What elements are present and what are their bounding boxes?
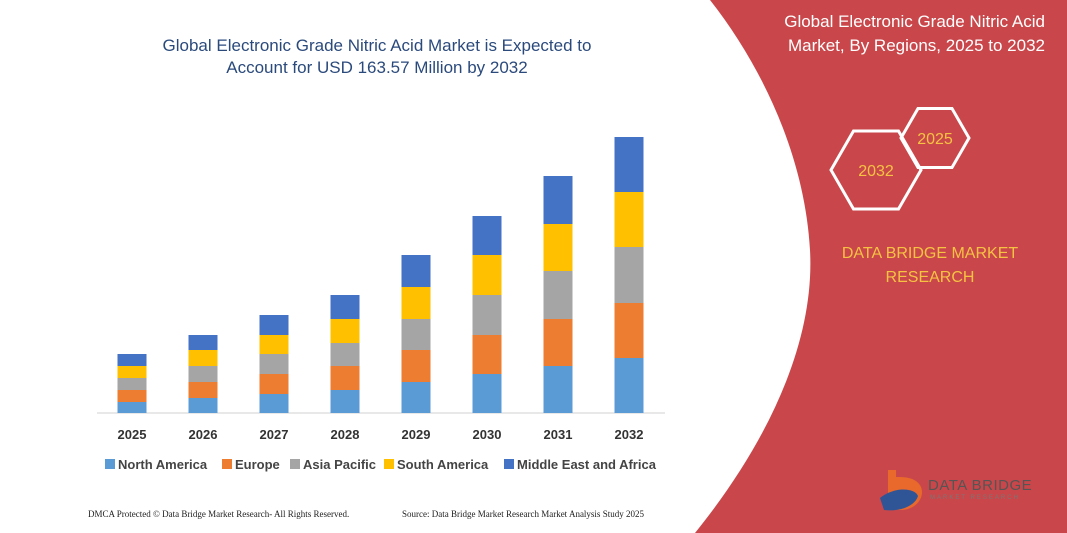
side-panel — [695, 0, 1067, 533]
bar-segment — [472, 374, 502, 413]
bar-segment — [188, 398, 218, 413]
bar-segment — [543, 366, 573, 413]
x-tick-label: 2031 — [544, 427, 573, 442]
logo-name: DATA BRIDGE — [928, 477, 1033, 494]
footer-protection: DMCA Protected © Data Bridge Market Rese… — [88, 509, 350, 519]
bar-segment — [259, 354, 289, 374]
bar-segment — [401, 255, 431, 287]
badge-hexagon — [829, 129, 923, 211]
badge-hexagon — [899, 107, 971, 169]
legend-swatch — [105, 459, 115, 469]
panel-title: Global Electronic Grade Nitric Acid Mark… — [784, 12, 1045, 55]
bar-segment — [117, 354, 147, 366]
bar-segment — [614, 137, 644, 192]
bar-segment — [472, 295, 502, 335]
x-tick-label: 2032 — [615, 427, 644, 442]
legend-swatch — [384, 459, 394, 469]
chart-title: Global Electronic Grade Nitric Acid Mark… — [162, 36, 592, 77]
brand-text: DATA BRIDGE MARKET RESEARCH — [841, 245, 1019, 286]
bar-segment — [330, 295, 360, 319]
bar-segment — [188, 366, 218, 382]
bar-segment — [259, 374, 289, 394]
bar-segment — [614, 247, 644, 303]
logo-icon — [880, 470, 922, 511]
x-tick-label: 2030 — [473, 427, 502, 442]
bar-segment — [188, 350, 218, 366]
bar-segment — [188, 335, 218, 350]
bar-segment — [259, 315, 289, 335]
bar-segment — [472, 216, 502, 255]
bar-segment — [614, 358, 644, 413]
legend-label: South America — [397, 457, 489, 472]
bar-segment — [259, 335, 289, 354]
bar-segment — [330, 390, 360, 413]
bar-segment — [117, 390, 147, 402]
badge-label: 2025 — [917, 131, 953, 148]
bar-segment — [330, 366, 360, 390]
x-tick-label: 2026 — [189, 427, 218, 442]
bar-segment — [401, 382, 431, 413]
logo-tagline: MARKET RESEARCH — [930, 495, 1020, 501]
x-tick-label: 2028 — [331, 427, 360, 442]
bar-segment — [543, 176, 573, 224]
legend-label: Middle East and Africa — [517, 457, 657, 472]
legend-label: North America — [118, 457, 208, 472]
legend-swatch — [290, 459, 300, 469]
bar-segment — [259, 394, 289, 413]
bar-segment — [614, 192, 644, 247]
badge-label: 2032 — [858, 163, 894, 180]
legend-swatch — [504, 459, 514, 469]
legend-swatch — [222, 459, 232, 469]
x-tick-label: 2027 — [260, 427, 289, 442]
bar-segment — [401, 287, 431, 319]
bar-segment — [472, 255, 502, 295]
legend-label: Asia Pacific — [303, 457, 376, 472]
bar-segment — [401, 319, 431, 350]
x-tick-label: 2029 — [402, 427, 431, 442]
x-tick-label: 2025 — [118, 427, 147, 442]
bar-segment — [543, 224, 573, 271]
bar-segment — [117, 378, 147, 390]
bar-segment — [543, 271, 573, 319]
bar-segment — [117, 366, 147, 378]
bar-segment — [330, 319, 360, 343]
bar-segment — [614, 303, 644, 358]
bar-segment — [472, 335, 502, 374]
footer-source: Source: Data Bridge Market Research Mark… — [402, 509, 644, 519]
bar-segment — [330, 343, 360, 366]
bar-segment — [117, 402, 147, 413]
bar-segment — [188, 382, 218, 398]
bar-segment — [543, 319, 573, 366]
bar-segment — [401, 350, 431, 382]
legend-label: Europe — [235, 457, 280, 472]
